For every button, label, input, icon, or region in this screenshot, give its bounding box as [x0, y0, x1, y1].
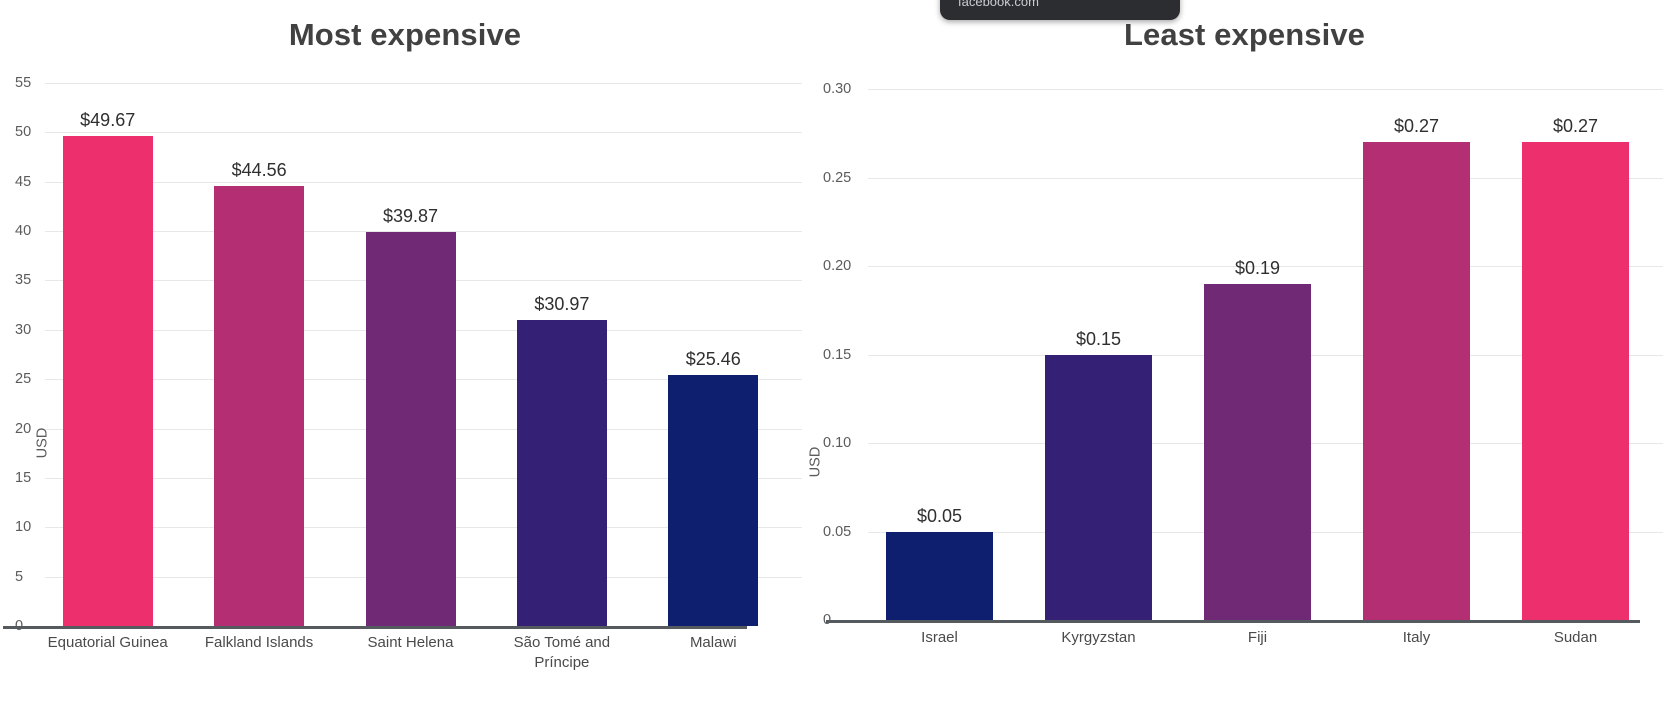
x-axis-category-label: Italy [1402, 629, 1431, 646]
x-axis-category-label: Falkland Islands [204, 634, 314, 651]
chart-title-most-expensive: Most expensive [288, 17, 522, 52]
bar-value-label: $0.27 [1393, 116, 1440, 137]
y-axis-tick-label: 20 [15, 420, 32, 437]
y-axis-label-least-expensive: USD [807, 446, 824, 478]
y-axis-tick-label: 35 [15, 272, 32, 289]
url-status-tooltip: facebook.com [940, 0, 1180, 20]
bar[interactable]: $0.19 [1204, 258, 1311, 620]
bar-value-label: $0.27 [1552, 116, 1599, 137]
y-axis-tick-label: 55 [15, 75, 32, 91]
bar[interactable]: $0.27 [1522, 116, 1629, 620]
y-axis-tick-label: 0.20 [823, 258, 852, 274]
y-axis-tick-label: 30 [15, 321, 32, 338]
y-axis-tick-label: 0.15 [823, 346, 852, 363]
x-axis-category-label: Fiji [1247, 629, 1268, 646]
bar-value-label: $30.97 [534, 294, 590, 315]
y-axis-label-most-expensive: USD [34, 427, 51, 459]
x-axis-category-label: Equatorial Guinea [47, 634, 168, 651]
bar-value-label: $39.87 [382, 206, 439, 227]
gridline [45, 181, 802, 183]
chart-panel-least-expensive: Least expensive [810, 0, 1679, 727]
plot-area-most-expensive: USD 0510152025303540455055$49.67$44.56$3… [15, 75, 802, 634]
plot-area-least-expensive: USD 00.050.100.150.200.250.30$0.05$0.15$… [807, 81, 1663, 628]
bar[interactable]: $0.27 [1363, 116, 1470, 620]
y-axis-tick-label: 5 [15, 568, 24, 585]
y-axis-tick-label: 0.25 [823, 169, 852, 186]
gridline [868, 177, 1663, 179]
y-axis-tick-label: 0.30 [823, 81, 852, 97]
gridline [868, 89, 1663, 90]
x-axis-category-label: São Tomé and Príncipe [513, 634, 611, 671]
x-axis-category-label: Saint Helena [367, 634, 454, 651]
y-axis-tick-label: 0.05 [823, 523, 852, 540]
bar-value-label: $49.67 [80, 109, 136, 130]
y-axis-tick-label: 10 [15, 519, 32, 536]
bar[interactable]: $49.67 [62, 110, 153, 626]
x-axis-category-label: Kyrgyzstan [1061, 629, 1136, 646]
url-tooltip-text: facebook.com [958, 0, 1039, 9]
y-axis-tick-label: 0.10 [823, 435, 852, 451]
bar[interactable]: $39.87 [365, 206, 456, 626]
gridline [868, 266, 1663, 267]
x-axis-category-label: Malawi [689, 634, 737, 651]
bar-value-label: $0.19 [1234, 257, 1281, 278]
gridline [45, 83, 802, 84]
bar-value-label: $25.46 [685, 348, 741, 369]
y-axis-tick-label: 25 [15, 371, 32, 388]
gridline [45, 231, 802, 233]
y-axis-tick-label: 40 [15, 223, 32, 240]
bar[interactable]: $30.97 [516, 294, 607, 626]
bar-value-label: $0.15 [1075, 328, 1122, 349]
bar[interactable]: $44.56 [214, 160, 305, 626]
bar[interactable]: $25.46 [668, 349, 759, 626]
bar[interactable]: $0.15 [1045, 329, 1152, 620]
x-axis-line-least-expensive [826, 620, 1640, 623]
y-axis-tick-label: 15 [15, 469, 32, 486]
x-axis-line-most-expensive [3, 626, 747, 629]
y-axis-tick-label: 45 [15, 173, 32, 190]
x-axis-category-label: Sudan [1553, 629, 1598, 646]
bar-value-label: $0.05 [916, 505, 963, 526]
gridline [45, 132, 802, 134]
x-axis-category-label: Israel [921, 629, 958, 646]
bar[interactable]: $0.05 [886, 506, 993, 620]
chart-title-least-expensive: Least expensive [1123, 17, 1366, 52]
chart-panel-most-expensive: Most expensive USD 051015202530354045505… [0, 0, 810, 727]
y-axis-tick-label: 50 [15, 124, 32, 141]
bar-value-label: $44.56 [231, 160, 287, 181]
